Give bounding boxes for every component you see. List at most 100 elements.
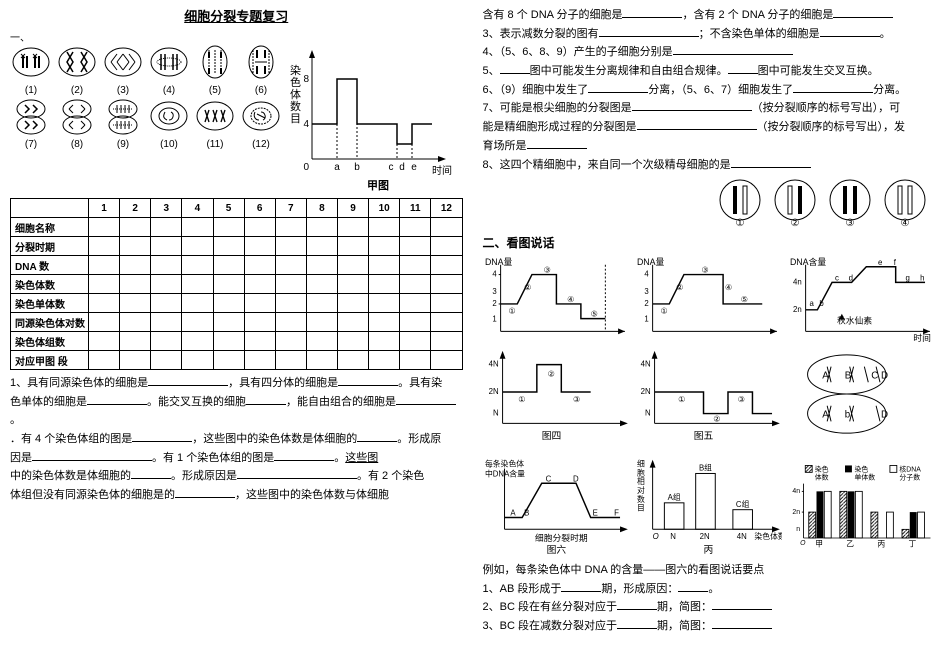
svg-text:②: ②	[791, 218, 800, 228]
upper-left-row: (1) (2) (3) (4)	[10, 44, 463, 194]
svg-text:细胞相对数目: 细胞相对数目	[637, 459, 645, 513]
cell-diagram-11: (11)	[194, 98, 236, 150]
svg-text:4n: 4n	[793, 488, 801, 495]
linked-phrase: 这些图	[345, 452, 378, 464]
svg-text:0: 0	[303, 162, 309, 173]
svg-text:1: 1	[492, 315, 496, 324]
table-row: 染色体数	[11, 275, 463, 294]
svg-text:g: g	[906, 274, 910, 283]
table-row: 染色体组数	[11, 332, 463, 351]
two-cell-diagram: A B CD A b D	[788, 347, 935, 445]
svg-text:丙: 丙	[704, 545, 714, 556]
svg-text:O: O	[653, 532, 659, 541]
svg-text:D: D	[881, 410, 888, 421]
svg-text:4N: 4N	[737, 532, 747, 541]
svg-text:图六: 图六	[546, 544, 566, 556]
charts-row-3: 每条染色体中DNA含量 ABCDEF 细胞分裂时期 图六 细胞相对数目 A组 B…	[483, 449, 936, 557]
svg-text:b: b	[354, 162, 360, 173]
svg-text:h: h	[920, 274, 924, 283]
svg-text:2N: 2N	[488, 387, 498, 396]
svg-text:2: 2	[492, 299, 496, 308]
grouped-bar-chart: 染色体数 染色单体数 核DNA分子数 4n 2n n 甲 乙 丙 丁 O	[788, 462, 935, 557]
cell-diagram-12: (12)	[240, 98, 282, 150]
svg-text:f: f	[894, 258, 897, 267]
data-table: 123 456 789 101112 细胞名称 分裂时期 DNA 数 染色体数 …	[10, 198, 463, 370]
svg-text:①: ①	[678, 395, 685, 404]
svg-text:E: E	[592, 509, 597, 518]
svg-text:n: n	[796, 526, 800, 533]
svg-text:B组: B组	[699, 463, 712, 473]
svg-text:①: ①	[508, 307, 515, 316]
histogram-bing: 细胞相对数目 A组 B组 C组 O N2N4N染色体数 丙	[635, 449, 782, 557]
svg-text:④: ④	[567, 295, 574, 304]
table-row: 细胞名称	[11, 218, 463, 237]
svg-text:c: c	[835, 274, 839, 283]
svg-text:①: ①	[518, 395, 525, 404]
svg-text:③: ③	[702, 266, 709, 275]
right-top-questions: 含有 8 个 DNA 分子的细胞是，含有 2 个 DNA 分子的细胞是 3、表示…	[483, 6, 936, 174]
svg-text:d: d	[849, 274, 853, 283]
svg-text:⑤: ⑤	[741, 295, 748, 304]
svg-text:e: e	[411, 162, 417, 173]
cell-diagram-1: (1)	[10, 44, 52, 96]
cell-diagram-9: (9)	[102, 98, 144, 150]
table-row: DNA 数	[11, 256, 463, 275]
svg-text:2N: 2N	[641, 387, 651, 396]
cell-diagram-2: (2)	[56, 44, 98, 96]
svg-text:染色: 染色	[815, 464, 829, 473]
svg-text:c: c	[389, 162, 394, 173]
cell-diagram-3: (3)	[102, 44, 144, 96]
svg-text:丁: 丁	[909, 539, 917, 548]
svg-text:D: D	[573, 474, 579, 483]
svg-text:②: ②	[714, 415, 721, 424]
svg-text:4N: 4N	[488, 360, 498, 369]
svg-text:③: ③	[846, 218, 855, 228]
svg-text:4n: 4n	[793, 278, 802, 287]
cell-diagram-4: (4)	[148, 44, 190, 96]
svg-text:③: ③	[738, 395, 745, 404]
cell-diagram-grid: (1) (2) (3) (4)	[10, 44, 282, 150]
svg-text:B: B	[524, 509, 529, 518]
svg-text:O: O	[800, 540, 806, 547]
table-row: 对应甲图 段	[11, 351, 463, 370]
svg-text:e: e	[878, 258, 882, 267]
svg-text:8: 8	[303, 74, 309, 85]
dna-step-chart-1: DNA量 4 3 2 1 ①②③④⑤	[483, 255, 630, 343]
svg-text:b: b	[819, 299, 824, 308]
svg-text:核DNA: 核DNA	[900, 464, 922, 473]
svg-text:4: 4	[645, 270, 650, 279]
sperm-cells-row: ① ② ③ ④	[483, 178, 936, 228]
svg-text:D: D	[881, 371, 888, 382]
svg-text:①: ①	[736, 218, 745, 228]
cell-diagram-7: (7)	[10, 98, 52, 150]
svg-text:DNA量: DNA量	[637, 257, 665, 267]
cell-diagram-5: (5)	[194, 44, 236, 96]
svg-text:丙: 丙	[878, 539, 886, 548]
svg-text:2: 2	[645, 299, 649, 308]
svg-text:甲: 甲	[815, 539, 823, 548]
table-header-row: 123 456 789 101112	[11, 199, 463, 218]
right-bottom-text: 例如，每条染色体中 DNA 的含量——图六的看图说话要点 1、AB 段形成于期，…	[483, 561, 936, 636]
svg-text:2n: 2n	[793, 305, 802, 314]
svg-text:N: N	[493, 409, 499, 418]
chart-fig4: 4N2NN ①②③ 图四	[483, 347, 630, 445]
svg-text:N: N	[671, 532, 677, 541]
svg-text:乙: 乙	[846, 539, 854, 548]
svg-text:4: 4	[492, 270, 497, 279]
dna-colchicine-chart: DNA含量 4n2n abcdefgh 秋水仙素 时间	[788, 255, 935, 343]
svg-text:F: F	[614, 509, 619, 518]
svg-text:DNA量: DNA量	[484, 257, 512, 267]
svg-text:N: N	[645, 409, 651, 418]
svg-text:②: ②	[547, 370, 554, 379]
svg-text:③: ③	[543, 266, 550, 275]
svg-text:④: ④	[901, 218, 910, 228]
svg-text:②: ②	[676, 283, 683, 292]
svg-text:③: ③	[573, 395, 580, 404]
right-column: 含有 8 个 DNA 分子的细胞是，含有 2 个 DNA 分子的细胞是 3、表示…	[473, 0, 945, 669]
svg-text:4N: 4N	[641, 360, 651, 369]
chart-fig5: 4N2NN ①②③ 图五	[635, 347, 782, 445]
cell-diagram-8: (8)	[56, 98, 98, 150]
dna-step-chart-2: DNA量 4321 ①②③④⑤	[635, 255, 782, 343]
charts-row-1: DNA量 4 3 2 1 ①②③④⑤ DNA量 4321 ①②③④⑤ DNA含量	[483, 255, 936, 343]
charts-row-2: 4N2NN ①②③ 图四 4N2NN ①②③ 图五 A B CD A b D	[483, 347, 936, 445]
